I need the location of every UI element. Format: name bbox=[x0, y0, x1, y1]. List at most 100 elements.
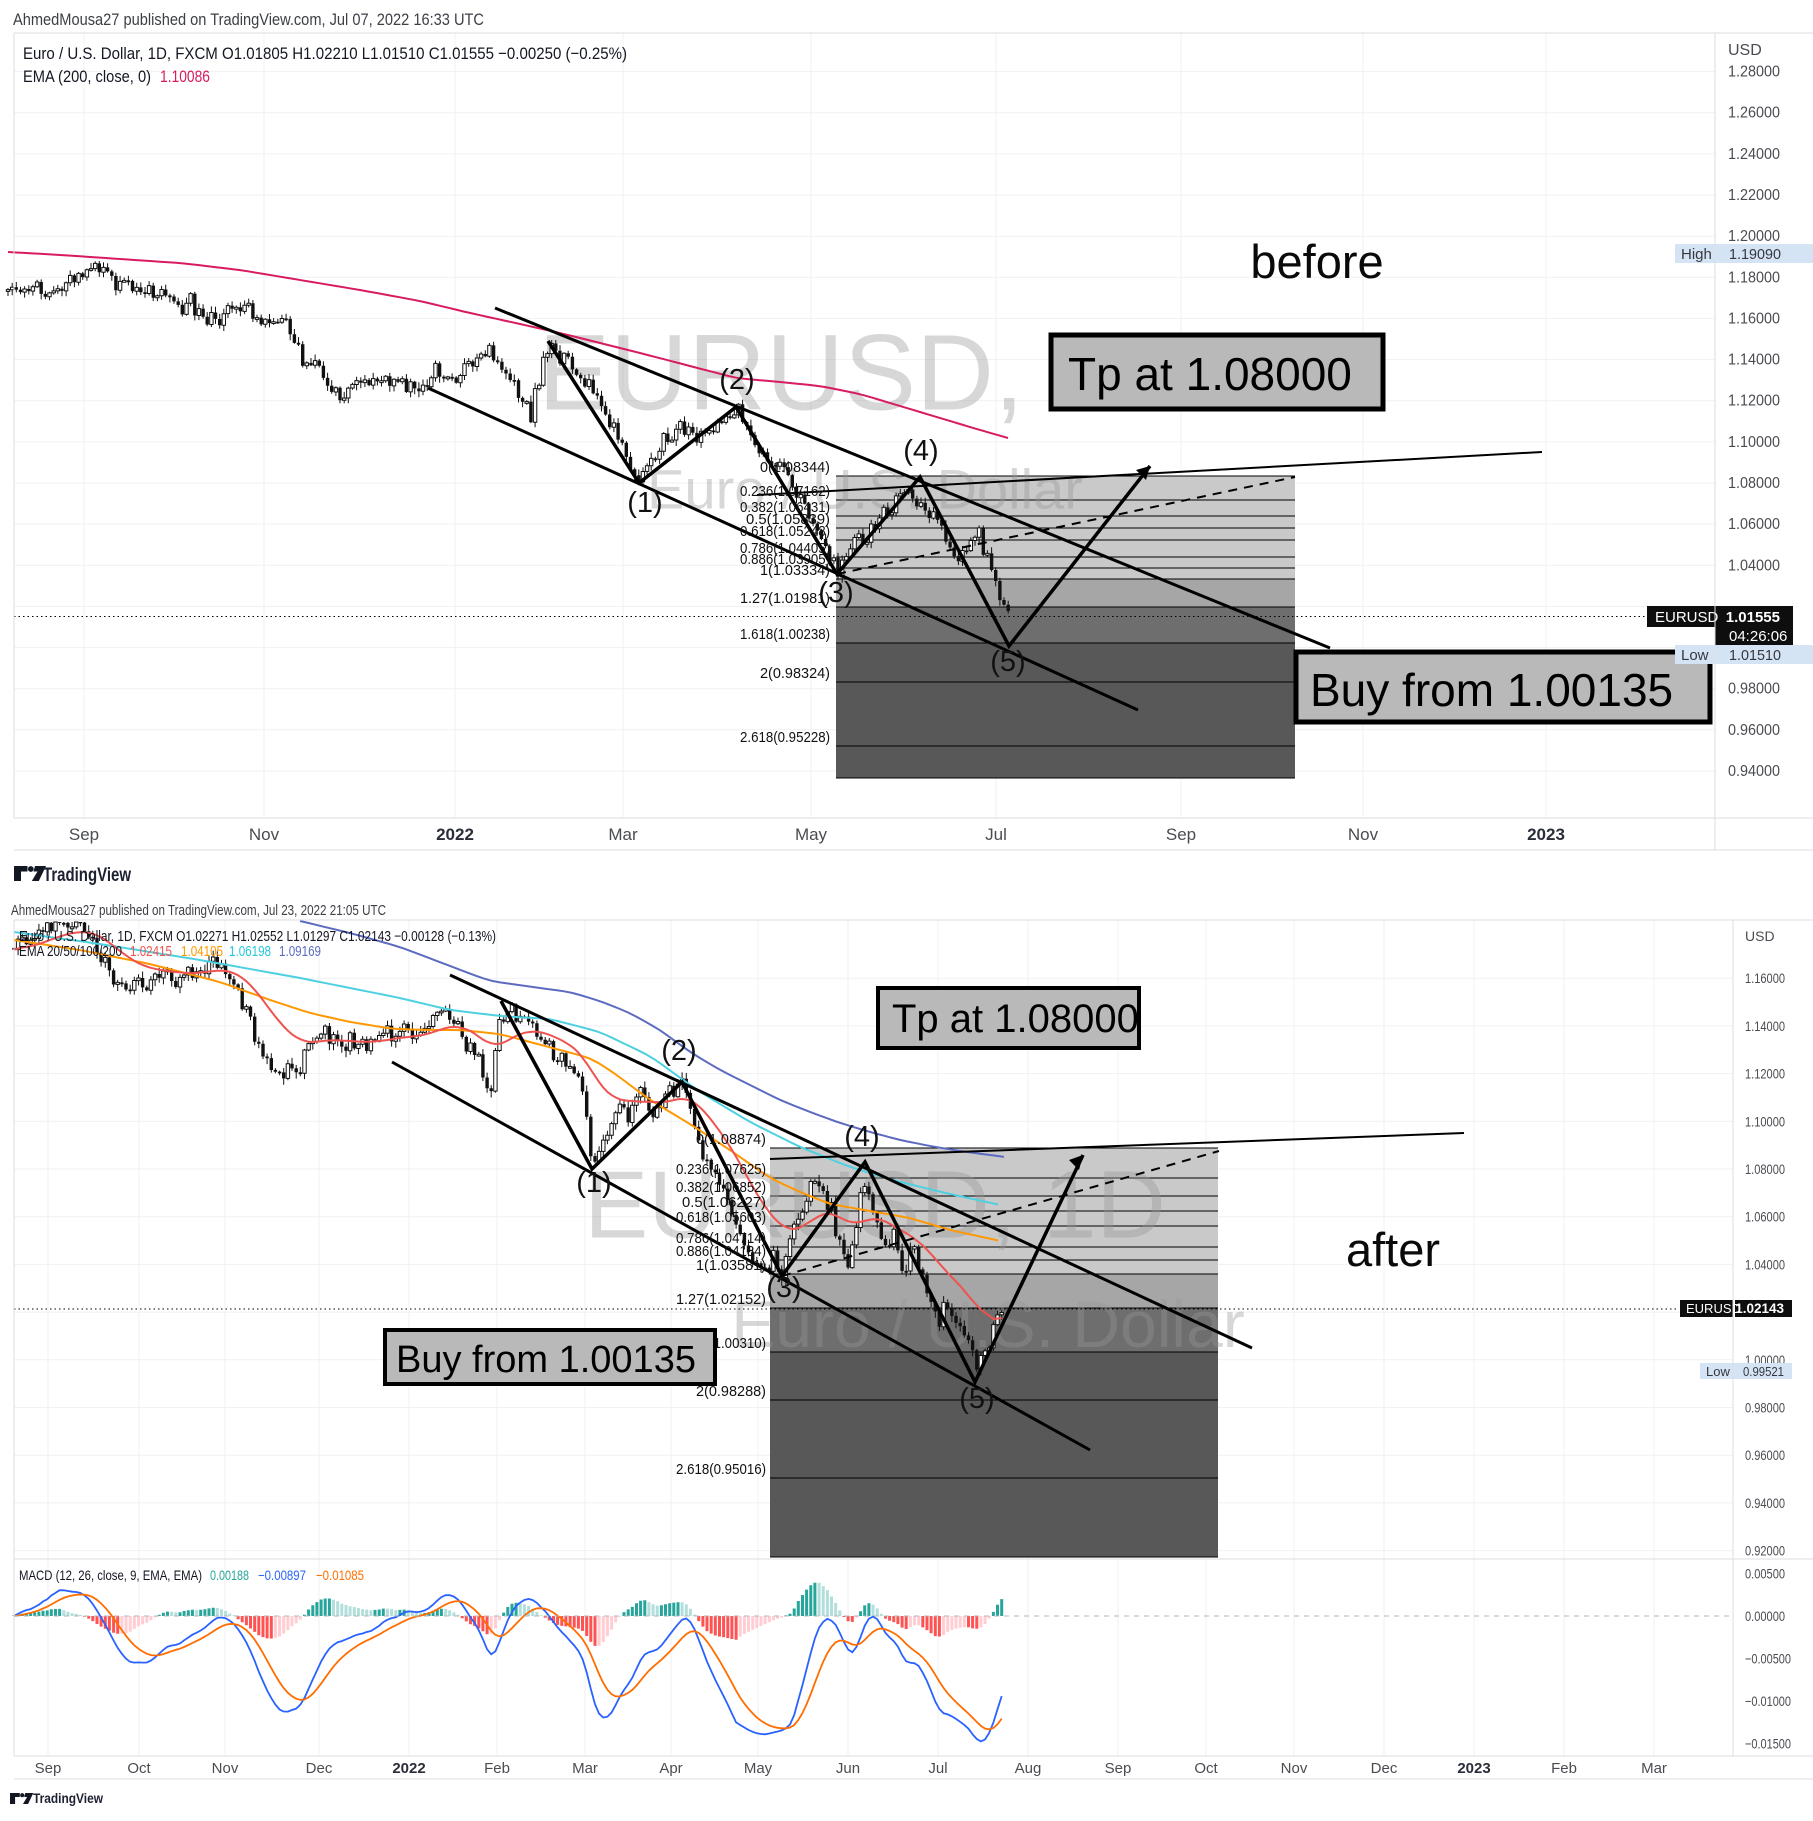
svg-text:TradingView: TradingView bbox=[43, 864, 132, 886]
svg-text:0.94000: 0.94000 bbox=[1728, 763, 1780, 780]
svg-text:EURUSD: EURUSD bbox=[1686, 1301, 1741, 1316]
svg-text:0.96000: 0.96000 bbox=[1728, 722, 1780, 739]
svg-text:Nov: Nov bbox=[1281, 1760, 1308, 1777]
svg-text:0.92000: 0.92000 bbox=[1745, 1543, 1785, 1559]
svg-text:(5): (5) bbox=[959, 1383, 994, 1415]
svg-text:Nov: Nov bbox=[212, 1760, 239, 1777]
svg-text:1.18000: 1.18000 bbox=[1728, 269, 1780, 286]
svg-text:2(0.98324): 2(0.98324) bbox=[760, 665, 830, 682]
svg-text:EMA (200, close, 0): EMA (200, close, 0) bbox=[23, 67, 151, 86]
svg-text:1.10000: 1.10000 bbox=[1728, 434, 1780, 451]
svg-text:04:26:06: 04:26:06 bbox=[1729, 628, 1787, 645]
svg-text:−0.00500: −0.00500 bbox=[1745, 1651, 1791, 1667]
svg-text:1.22000: 1.22000 bbox=[1728, 187, 1780, 204]
svg-text:(2): (2) bbox=[661, 1035, 696, 1067]
svg-text:−0.01085: −0.01085 bbox=[316, 1567, 364, 1583]
svg-text:Mar: Mar bbox=[1641, 1760, 1667, 1777]
svg-text:USD: USD bbox=[1745, 928, 1775, 944]
svg-text:EMA 20/50/100/200: EMA 20/50/100/200 bbox=[19, 944, 122, 960]
svg-text:0.00188: 0.00188 bbox=[210, 1567, 249, 1583]
svg-text:(1): (1) bbox=[576, 1167, 611, 1199]
svg-text:Tp at 1.08000: Tp at 1.08000 bbox=[892, 997, 1139, 1041]
svg-text:0.00500: 0.00500 bbox=[1745, 1566, 1785, 1582]
svg-text:High: High bbox=[1681, 246, 1712, 263]
svg-text:Mar: Mar bbox=[608, 825, 638, 844]
svg-text:Aug: Aug bbox=[1015, 1760, 1042, 1777]
svg-text:0.00000: 0.00000 bbox=[1745, 1608, 1785, 1624]
svg-text:0.96000: 0.96000 bbox=[1745, 1447, 1785, 1463]
svg-text:Sep: Sep bbox=[1166, 825, 1196, 844]
svg-text:2.618(0.95228): 2.618(0.95228) bbox=[740, 729, 830, 746]
svg-text:Nov: Nov bbox=[1348, 825, 1379, 844]
svg-text:(4): (4) bbox=[903, 435, 938, 467]
svg-text:Feb: Feb bbox=[484, 1760, 510, 1777]
svg-text:1.12000: 1.12000 bbox=[1728, 393, 1780, 410]
svg-text:Dec: Dec bbox=[1371, 1760, 1398, 1777]
svg-text:1.08000: 1.08000 bbox=[1745, 1161, 1785, 1177]
svg-text:EURUSD, 1D: EURUSD, 1D bbox=[584, 1152, 1165, 1259]
svg-text:Oct: Oct bbox=[127, 1760, 151, 1777]
svg-text:0.236(1.07625): 0.236(1.07625) bbox=[676, 1161, 766, 1178]
svg-text:Dec: Dec bbox=[306, 1760, 333, 1777]
svg-text:0.382(1.06852): 0.382(1.06852) bbox=[676, 1179, 766, 1196]
svg-text:1.14000: 1.14000 bbox=[1728, 352, 1780, 369]
svg-text:1.24000: 1.24000 bbox=[1728, 146, 1780, 163]
svg-text:1.06000: 1.06000 bbox=[1745, 1209, 1785, 1225]
svg-text:0.236(1.07162): 0.236(1.07162) bbox=[740, 483, 830, 500]
svg-text:0.886(1.03905): 0.886(1.03905) bbox=[740, 551, 830, 568]
svg-text:(3): (3) bbox=[818, 577, 853, 609]
svg-text:Feb: Feb bbox=[1551, 1760, 1577, 1777]
svg-text:EURUSD: EURUSD bbox=[1655, 609, 1719, 626]
svg-text:1.02143: 1.02143 bbox=[1735, 1301, 1784, 1316]
svg-text:Low: Low bbox=[1706, 1364, 1730, 1379]
svg-text:1.08000: 1.08000 bbox=[1728, 475, 1780, 492]
svg-text:Apr: Apr bbox=[659, 1760, 682, 1777]
svg-text:2(0.98288): 2(0.98288) bbox=[696, 1383, 766, 1400]
svg-text:AhmedMousa27 published on Trad: AhmedMousa27 published on TradingView.co… bbox=[11, 903, 386, 919]
svg-text:Euro / U.S. Dollar, 1D, FXCM: Euro / U.S. Dollar, 1D, FXCM O1.01805 H1… bbox=[23, 44, 627, 63]
svg-text:May: May bbox=[795, 825, 828, 844]
svg-text:1.26000: 1.26000 bbox=[1728, 105, 1780, 122]
svg-text:2022: 2022 bbox=[392, 1760, 425, 1777]
svg-text:0.5(1.06227): 0.5(1.06227) bbox=[682, 1194, 766, 1211]
svg-text:MACD (12, 26, close, 9, EMA, E: MACD (12, 26, close, 9, EMA, EMA) bbox=[19, 1567, 202, 1583]
svg-text:0(1.08344): 0(1.08344) bbox=[760, 459, 830, 476]
svg-text:1.27(1.01981): 1.27(1.01981) bbox=[740, 590, 830, 607]
svg-text:Jul: Jul bbox=[985, 825, 1007, 844]
svg-text:after: after bbox=[1346, 1223, 1440, 1276]
svg-text:1.04000: 1.04000 bbox=[1745, 1256, 1785, 1272]
svg-text:1.12000: 1.12000 bbox=[1745, 1066, 1785, 1082]
svg-text:1.04105: 1.04105 bbox=[181, 944, 223, 960]
svg-text:1.20000: 1.20000 bbox=[1728, 228, 1780, 245]
svg-text:1.14000: 1.14000 bbox=[1745, 1018, 1785, 1034]
svg-text:0.786(1.04405): 0.786(1.04405) bbox=[740, 540, 830, 557]
svg-text:1.09169: 1.09169 bbox=[279, 944, 321, 960]
svg-text:May: May bbox=[744, 1760, 773, 1777]
svg-text:1.10086: 1.10086 bbox=[160, 67, 210, 86]
svg-text:AhmedMousa27 published on Trad: AhmedMousa27 published on TradingView.co… bbox=[13, 10, 484, 29]
svg-text:0.5(1.05839): 0.5(1.05839) bbox=[746, 511, 830, 528]
svg-text:1.618(1.00238): 1.618(1.00238) bbox=[740, 626, 830, 643]
svg-text:Jun: Jun bbox=[836, 1760, 860, 1777]
svg-text:0.99521: 0.99521 bbox=[1743, 1364, 1784, 1379]
svg-text:0(1.08874): 0(1.08874) bbox=[696, 1131, 766, 1148]
svg-text:−0.01000: −0.01000 bbox=[1745, 1693, 1791, 1709]
svg-text:2.618(0.95016): 2.618(0.95016) bbox=[676, 1461, 766, 1478]
svg-text:Low: Low bbox=[1681, 647, 1709, 664]
svg-text:Nov: Nov bbox=[249, 825, 280, 844]
svg-text:1(1.03581): 1(1.03581) bbox=[696, 1257, 766, 1274]
svg-text:1(1.03334): 1(1.03334) bbox=[760, 562, 830, 579]
svg-text:Jul: Jul bbox=[928, 1760, 947, 1777]
svg-text:Buy from 1.00135: Buy from 1.00135 bbox=[1310, 664, 1673, 716]
svg-text:2022: 2022 bbox=[436, 825, 474, 844]
svg-text:0.98000: 0.98000 bbox=[1728, 681, 1780, 698]
svg-text:1.10000: 1.10000 bbox=[1745, 1113, 1785, 1129]
svg-text:(2): (2) bbox=[719, 364, 754, 396]
svg-text:1.02415: 1.02415 bbox=[130, 944, 172, 960]
svg-text:0.94000: 0.94000 bbox=[1745, 1495, 1785, 1511]
svg-text:1.16000: 1.16000 bbox=[1745, 970, 1785, 986]
svg-text:Buy from 1.00135: Buy from 1.00135 bbox=[396, 1339, 696, 1381]
svg-text:0.618(1.05603): 0.618(1.05603) bbox=[676, 1209, 766, 1226]
svg-text:2023: 2023 bbox=[1457, 1760, 1490, 1777]
svg-text:−0.01500: −0.01500 bbox=[1745, 1736, 1791, 1752]
